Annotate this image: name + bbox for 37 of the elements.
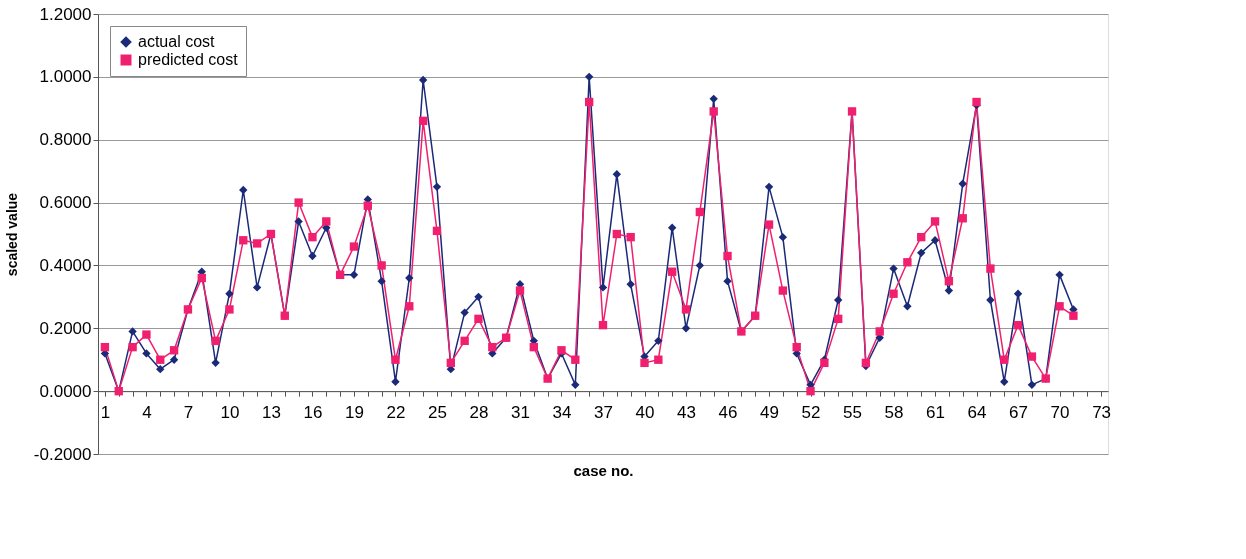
- x-tick-label: 67: [1009, 402, 1029, 422]
- x-tick-label: 58: [884, 402, 904, 422]
- x-tick-label: 4: [142, 402, 152, 422]
- x-tick-label: 19: [345, 402, 364, 422]
- x-tick-label: 61: [926, 402, 946, 422]
- x-tick-label: 34: [552, 402, 572, 422]
- y-tick-label: -0.2000: [33, 444, 92, 464]
- x-axis-title: case no.: [573, 461, 634, 479]
- x-tick-label: 1: [100, 402, 111, 422]
- x-tick-label: 31: [511, 402, 530, 422]
- y-tick-label: 0.4000: [39, 255, 92, 275]
- y-tick-label: 1.0000: [39, 67, 92, 87]
- x-tick-label: 70: [1050, 402, 1070, 422]
- x-tick-label: 13: [261, 402, 281, 422]
- x-tick-label: 16: [303, 402, 323, 422]
- x-tick-label: 37: [594, 402, 613, 422]
- y-tick-label: 0.2000: [39, 318, 92, 338]
- y-tick-label: 1.2000: [39, 4, 92, 24]
- y-axis-title: scaled value: [3, 192, 20, 277]
- x-tick-label: 64: [967, 402, 987, 422]
- x-tick-label: 49: [760, 402, 779, 422]
- x-tick-label: 25: [428, 402, 447, 422]
- y-tick-label: 0.0000: [39, 381, 92, 401]
- legend-label: actual cost: [138, 33, 216, 50]
- x-tick-label: 7: [183, 402, 194, 422]
- x-tick-label: 46: [718, 402, 738, 422]
- x-tick-label: 55: [843, 402, 862, 422]
- x-tick-label: 28: [469, 402, 489, 422]
- y-tick-label: 0.6000: [39, 193, 92, 213]
- legend-label: predicted cost: [138, 51, 239, 68]
- x-tick-label: 10: [220, 402, 240, 422]
- x-tick-label: 52: [801, 402, 821, 422]
- y-tick-label: 0.8000: [39, 130, 92, 150]
- x-tick-label: 22: [386, 402, 406, 422]
- x-tick-label: 40: [635, 402, 655, 422]
- x-tick-label: 43: [677, 402, 696, 422]
- x-tick-label: 73: [1092, 402, 1112, 422]
